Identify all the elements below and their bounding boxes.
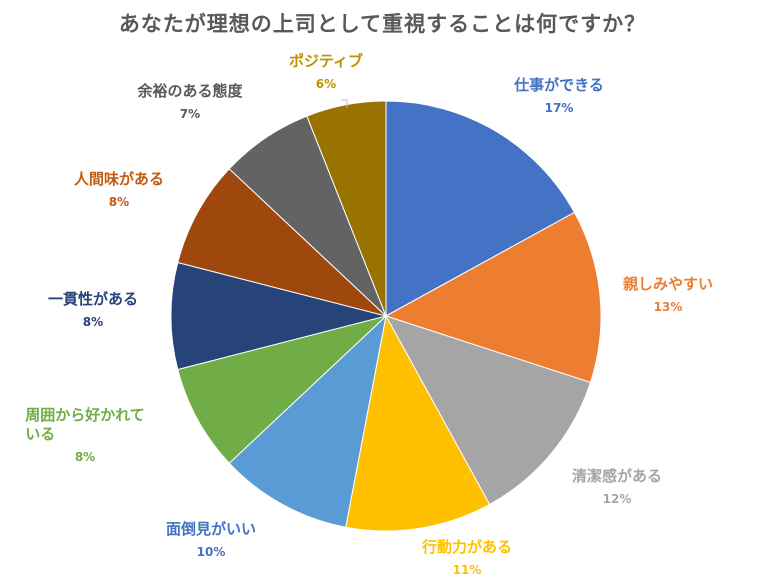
chart-title: あなたが理想の上司として重視することは何ですか？ (118, 12, 647, 36)
slice-label-4: 面倒見がいい 10% (166, 520, 256, 560)
pie-slice-7 (177, 168, 387, 317)
slice-category: 行動力がある (421, 538, 513, 556)
slice-percent: 8% (74, 449, 96, 464)
slice-percent: 8% (108, 194, 130, 209)
slice-percent: 6% (315, 76, 337, 91)
slice-label-6: 一貫性がある 8% (48, 290, 138, 330)
slice-label-2: 清潔感がある 12% (572, 467, 662, 507)
slice-category: ポジティブ (288, 52, 364, 70)
slice-category: 面倒見がいい (165, 520, 257, 538)
slice-percent: 10% (196, 544, 226, 559)
slice-category: 一貫性がある (47, 290, 139, 308)
slice-label-8: 余裕のある態度 7% (137, 82, 242, 122)
slice-label-3: 行動力がある 11% (422, 538, 512, 578)
slice-category: 人間味がある (73, 170, 165, 188)
slice-category: 親しみやすい (622, 275, 714, 293)
slice-percent: 12% (602, 491, 632, 506)
pie-slice-6 (170, 261, 387, 371)
slice-label-9: ポジティブ 6% (289, 52, 363, 92)
slice-category: 余裕のある態度 (137, 82, 243, 100)
slice-percent: 13% (653, 299, 683, 314)
slice-category: 周囲から好かれて いる (25, 406, 145, 443)
pie-slice-4 (228, 314, 387, 528)
leader-line (341, 99, 348, 108)
slice-label-0: 仕事ができる 17% (514, 76, 604, 116)
pie-slice-0 (385, 100, 576, 317)
pie-slice-9 (306, 100, 387, 317)
slice-category: 清潔感がある (571, 467, 663, 485)
pie-slice-3 (345, 314, 491, 532)
slice-percent: 17% (544, 100, 574, 115)
slice-percent: 11% (452, 562, 482, 577)
pie-slice-5 (177, 315, 387, 464)
slice-percent: 7% (179, 106, 201, 121)
slice-label-7: 人間味がある 8% (74, 170, 164, 210)
pie-slice-1 (384, 211, 602, 384)
slice-label-1: 親しみやすい 13% (623, 275, 713, 315)
slice-label-5: 周囲から好かれて いる 8% (25, 406, 145, 465)
slice-percent: 8% (82, 314, 104, 329)
slice-category: 仕事ができる (514, 76, 604, 94)
pie-slice-2 (384, 315, 592, 506)
